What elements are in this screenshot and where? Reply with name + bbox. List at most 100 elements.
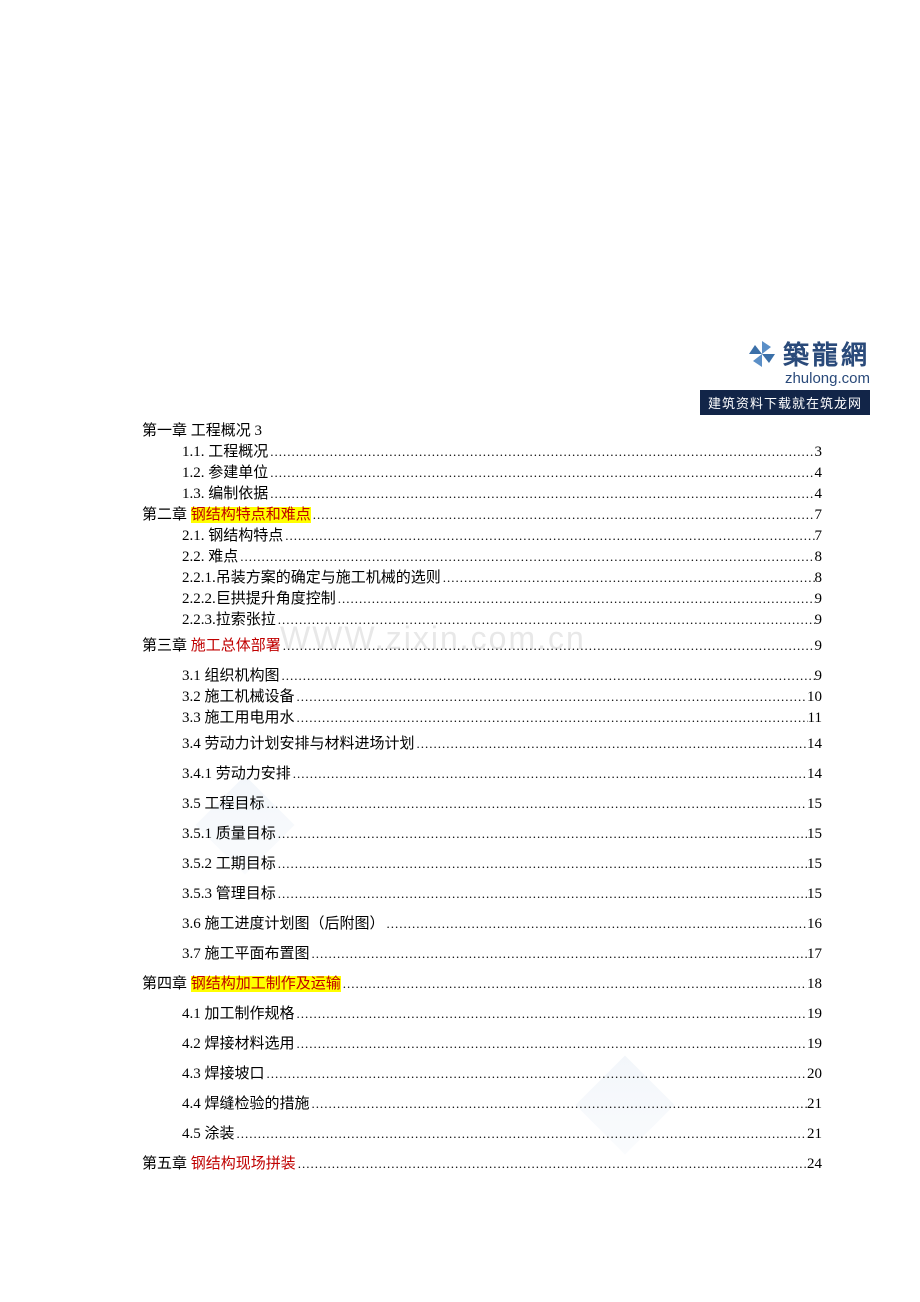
toc-entry-prefix: 4.2: [182, 1036, 205, 1052]
toc-leader-dots: ........................................…: [238, 549, 814, 565]
toc-entry-prefix: 第四章: [142, 976, 191, 992]
toc-entry-label: 3.3 施工用电用水: [182, 709, 295, 727]
toc-entry-label: 3.4.1 劳动力安排: [182, 765, 291, 783]
toc-entry-label: 第一章 工程概况 3: [142, 422, 262, 440]
toc-entry-title: 工期目标: [216, 856, 276, 872]
toc-entry-label: 3.5.3 管理目标: [182, 885, 276, 903]
toc-entry-prefix: 1.2.: [182, 465, 208, 481]
site-logo: 築龍網 zhulong.com 建筑资料下载就在筑龙网: [700, 335, 870, 415]
toc-entry: 4.2 焊接材料选用..............................…: [182, 1035, 822, 1053]
logo-brand-text: 築龍網: [783, 335, 870, 372]
toc-entry: 3.2 施工机械设备..............................…: [182, 688, 822, 706]
toc-entry: 第五章 钢结构现场拼装.............................…: [142, 1155, 822, 1173]
toc-entry-title: 钢结构特点: [208, 528, 283, 544]
toc-entry-page: 21: [807, 1125, 822, 1143]
toc-entry-prefix: 3.1: [182, 668, 205, 684]
toc-leader-dots: ........................................…: [283, 528, 814, 544]
toc-entry-page: 17: [807, 945, 822, 963]
toc-entry-page: 16: [807, 915, 822, 933]
toc-entry: 3.5.1 质量目标..............................…: [182, 825, 822, 843]
toc-entry-title: 涂装: [205, 1126, 235, 1142]
toc-entry-page: 15: [807, 795, 822, 813]
toc-entry-title: 巨拱提升角度控制: [216, 591, 336, 607]
toc-entry-page: 8: [815, 569, 823, 587]
toc-entry-page: 11: [808, 709, 822, 727]
toc-leader-dots: ........................................…: [385, 916, 807, 932]
toc-entry-label: 第五章 钢结构现场拼装: [142, 1155, 296, 1173]
toc-entry-page: 9: [815, 667, 823, 685]
toc-entry-title: 钢结构现场拼装: [191, 1156, 296, 1172]
toc-entry-title: 工程概况: [208, 444, 268, 460]
toc-entry-prefix: 第二章: [142, 507, 191, 523]
toc-entry: 2.1. 钢结构特点..............................…: [182, 527, 822, 545]
toc-entry: 4.5 涂装..................................…: [182, 1125, 822, 1143]
toc-entry-label: 4.4 焊缝检验的措施: [182, 1095, 310, 1113]
toc-entry: 2.2.2.巨拱提升角度控制..........................…: [182, 590, 822, 608]
toc-entry-title: 钢结构特点和难点: [191, 507, 311, 523]
toc-leader-dots: ........................................…: [276, 856, 807, 872]
toc-entry-label: 4.1 加工制作规格: [182, 1005, 295, 1023]
toc-leader-dots: ........................................…: [280, 668, 815, 684]
toc-entry-title: 焊接材料选用: [205, 1036, 295, 1052]
toc-entry-page: 3: [815, 443, 823, 461]
toc-entry-page: 4: [815, 485, 823, 503]
toc-entry: 4.3 焊接坡口................................…: [182, 1065, 822, 1083]
toc-entry-title: 钢结构加工制作及运输: [191, 976, 341, 992]
toc-entry-prefix: 3.5.2: [182, 856, 216, 872]
toc-entry-title: 编制依据: [208, 486, 268, 502]
toc-entry-title: 施工机械设备: [205, 689, 295, 705]
toc-entry-prefix: 3.5: [182, 796, 205, 812]
toc-leader-dots: ........................................…: [295, 1036, 807, 1052]
toc-entry-page: 8: [815, 548, 823, 566]
toc-entry-page: 21: [807, 1095, 822, 1113]
toc-entry-page: 15: [807, 855, 822, 873]
toc-entry-title: 施工总体部署: [191, 638, 281, 654]
toc-entry-prefix: 1.1.: [182, 444, 208, 460]
toc-entry: 3.5.2 工期目标..............................…: [182, 855, 822, 873]
toc-entry-prefix: 2.1.: [182, 528, 208, 544]
toc-entry-page: 18: [807, 975, 822, 993]
toc-entry-label: 第三章 施工总体部署: [142, 637, 281, 655]
toc-entry: 2.2.3.拉索张拉..............................…: [182, 611, 822, 629]
toc-entry: 3.5 工程目标................................…: [182, 795, 822, 813]
toc-entry-title: 参建单位: [208, 465, 268, 481]
toc-leader-dots: ........................................…: [295, 1006, 807, 1022]
toc-entry: 第二章 钢结构特点和难点............................…: [142, 506, 822, 524]
toc-entry-prefix: 3.4: [182, 736, 205, 752]
toc-entry-prefix: 第一章: [142, 423, 191, 439]
toc-entry-title: 组织机构图: [205, 668, 280, 684]
toc-entry-prefix: 3.2: [182, 689, 205, 705]
toc-entry-label: 3.5.2 工期目标: [182, 855, 276, 873]
toc-entry: 3.7 施工平面布置图.............................…: [182, 945, 822, 963]
toc-entry-label: 4.2 焊接材料选用: [182, 1035, 295, 1053]
toc-entry-page: 20: [807, 1065, 822, 1083]
toc-leader-dots: ........................................…: [295, 710, 808, 726]
toc-entry-prefix: 4.3: [182, 1066, 205, 1082]
toc-entry-page: 14: [807, 765, 822, 783]
toc-entry-label: 3.4 劳动力计划安排与材料进场计划: [182, 735, 415, 753]
toc-leader-dots: ........................................…: [268, 444, 814, 460]
toc-leader-dots: ........................................…: [268, 486, 814, 502]
toc-leader-dots: ........................................…: [291, 766, 807, 782]
toc-entry-page: 7: [815, 506, 823, 524]
toc-entry-title: 质量目标: [216, 826, 276, 842]
toc-entry: 1.3. 编制依据...............................…: [182, 485, 822, 503]
toc-entry: 1.1. 工程概况...............................…: [182, 443, 822, 461]
toc-entry-prefix: 3.6: [182, 916, 205, 932]
toc-leader-dots: ........................................…: [265, 796, 807, 812]
toc-leader-dots: ........................................…: [265, 1066, 807, 1082]
toc-entry-label: 3.5 工程目标: [182, 795, 265, 813]
toc-container: 第一章 工程概况 31.1. 工程概况.....................…: [142, 422, 822, 1176]
toc-entry-label: 2.2. 难点: [182, 548, 238, 566]
toc-entry: 2.2. 难点.................................…: [182, 548, 822, 566]
toc-entry-prefix: 第三章: [142, 638, 191, 654]
toc-leader-dots: ........................................…: [276, 612, 815, 628]
toc-leader-dots: ........................................…: [341, 976, 807, 992]
toc-entry-label: 2.1. 钢结构特点: [182, 527, 283, 545]
toc-leader-dots: ........................................…: [336, 591, 815, 607]
toc-entry: 第四章 钢结构加工制作及运输..........................…: [142, 975, 822, 993]
toc-entry-title: 吊装方案的确定与施工机械的选则: [216, 570, 441, 586]
toc-entry-prefix: 2.2.3.: [182, 612, 216, 628]
toc-entry-page: 19: [807, 1035, 822, 1053]
toc-entry-prefix: 2.2.2.: [182, 591, 216, 607]
